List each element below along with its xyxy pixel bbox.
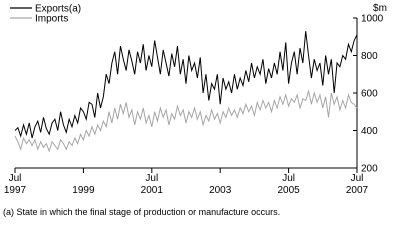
footnote: (a) State in which the final stage of pr… (3, 207, 280, 217)
y-tick-label: 800 (361, 51, 378, 62)
series-line (14, 31, 358, 139)
legend-label: Imports (35, 14, 68, 25)
x-tick-label: Jul (351, 173, 364, 184)
legend-label: Exports(a) (35, 4, 81, 15)
x-tick-label: Jul (9, 173, 22, 184)
y-unit: $m (373, 3, 387, 14)
y-tick-label: 200 (361, 164, 378, 175)
x-tick-label: 2005 (277, 185, 300, 196)
y-tick-label: 1000 (361, 14, 384, 25)
x-tick-label: Jul (282, 173, 295, 184)
x-tick-label: 1999 (72, 185, 95, 196)
y-tick-label: 600 (361, 89, 378, 100)
x-tick-label: 2001 (141, 185, 164, 196)
x-tick-label: 2003 (209, 185, 232, 196)
x-tick-label: Jul (145, 173, 158, 184)
chart: $m (a) State in which the final stage of… (3, 3, 387, 217)
series-line (14, 89, 358, 153)
y-tick-label: 400 (361, 126, 378, 137)
x-tick-label: 2007 (346, 185, 369, 196)
x-tick-label: 1997 (4, 185, 27, 196)
